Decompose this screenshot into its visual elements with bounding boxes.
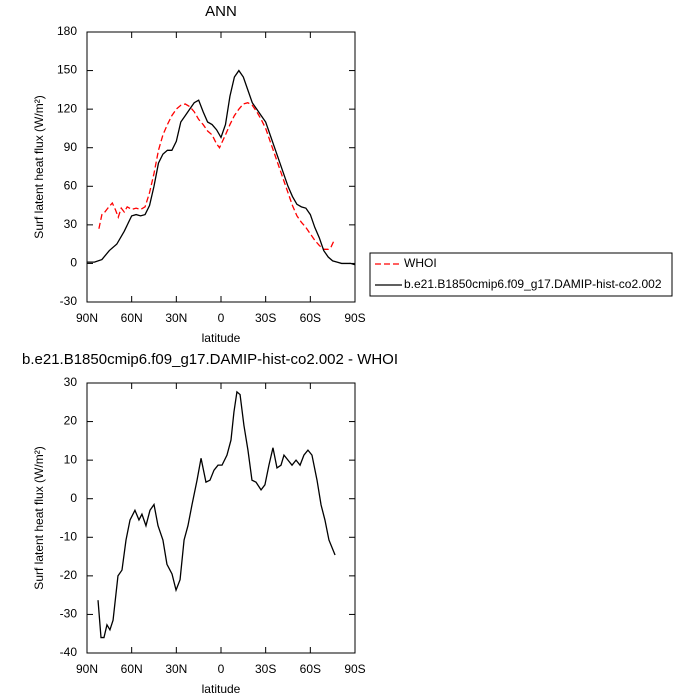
legend-label: b.e21.B1850cmip6.f09_g17.DAMIP-hist-co2.… <box>404 277 662 291</box>
legend-label: WHOI <box>404 256 437 270</box>
chart-title: b.e21.B1850cmip6.f09_g17.DAMIP-hist-co2.… <box>22 351 398 368</box>
y-tick-label: 150 <box>57 63 77 77</box>
x-tick-label: 90N <box>76 311 98 325</box>
data-line <box>87 69 356 266</box>
legend-box <box>369 252 673 297</box>
chart-title: ANN <box>205 3 237 20</box>
x-tick-label: 30S <box>255 311 276 325</box>
y-tick-label: 0 <box>70 491 77 505</box>
y-tick-label: 180 <box>57 24 77 38</box>
y-tick-label: 60 <box>64 178 78 192</box>
x-tick-label: 60S <box>300 662 321 676</box>
y-tick-label: 120 <box>57 101 77 115</box>
data-line <box>97 390 336 639</box>
y-tick-label: -30 <box>60 607 78 621</box>
y-tick-label: -20 <box>60 568 78 582</box>
x-tick-label: 0 <box>218 662 225 676</box>
y-tick-label: 30 <box>64 375 78 389</box>
x-axis-label: latitude <box>202 682 241 696</box>
y-tick-label: 30 <box>64 217 78 231</box>
x-tick-label: 90S <box>344 662 365 676</box>
x-tick-label: 90N <box>76 662 98 676</box>
y-tick-label: -10 <box>60 529 78 543</box>
plot-frame <box>86 31 356 303</box>
x-tick-label: 60S <box>300 311 321 325</box>
x-tick-label: 30N <box>165 662 187 676</box>
x-axis-label: latitude <box>202 331 241 345</box>
x-tick-label: 90S <box>344 311 365 325</box>
y-tick-label: -40 <box>60 645 78 659</box>
y-tick-label: 90 <box>64 140 78 154</box>
y-axis-label: Surf latent heat flux (W/m²) <box>32 95 46 238</box>
plot-frame <box>86 382 356 654</box>
y-tick-label: 20 <box>64 414 78 428</box>
x-tick-label: 60N <box>121 311 143 325</box>
x-tick-label: 30N <box>165 311 187 325</box>
x-tick-label: 30S <box>255 662 276 676</box>
x-tick-label: 60N <box>121 662 143 676</box>
y-tick-label: -30 <box>60 294 78 308</box>
y-tick-label: 10 <box>64 452 78 466</box>
y-tick-label: 0 <box>70 256 77 270</box>
data-line <box>98 102 335 250</box>
y-axis-label: Surf latent heat flux (W/m²) <box>32 446 46 589</box>
x-tick-label: 0 <box>218 311 225 325</box>
